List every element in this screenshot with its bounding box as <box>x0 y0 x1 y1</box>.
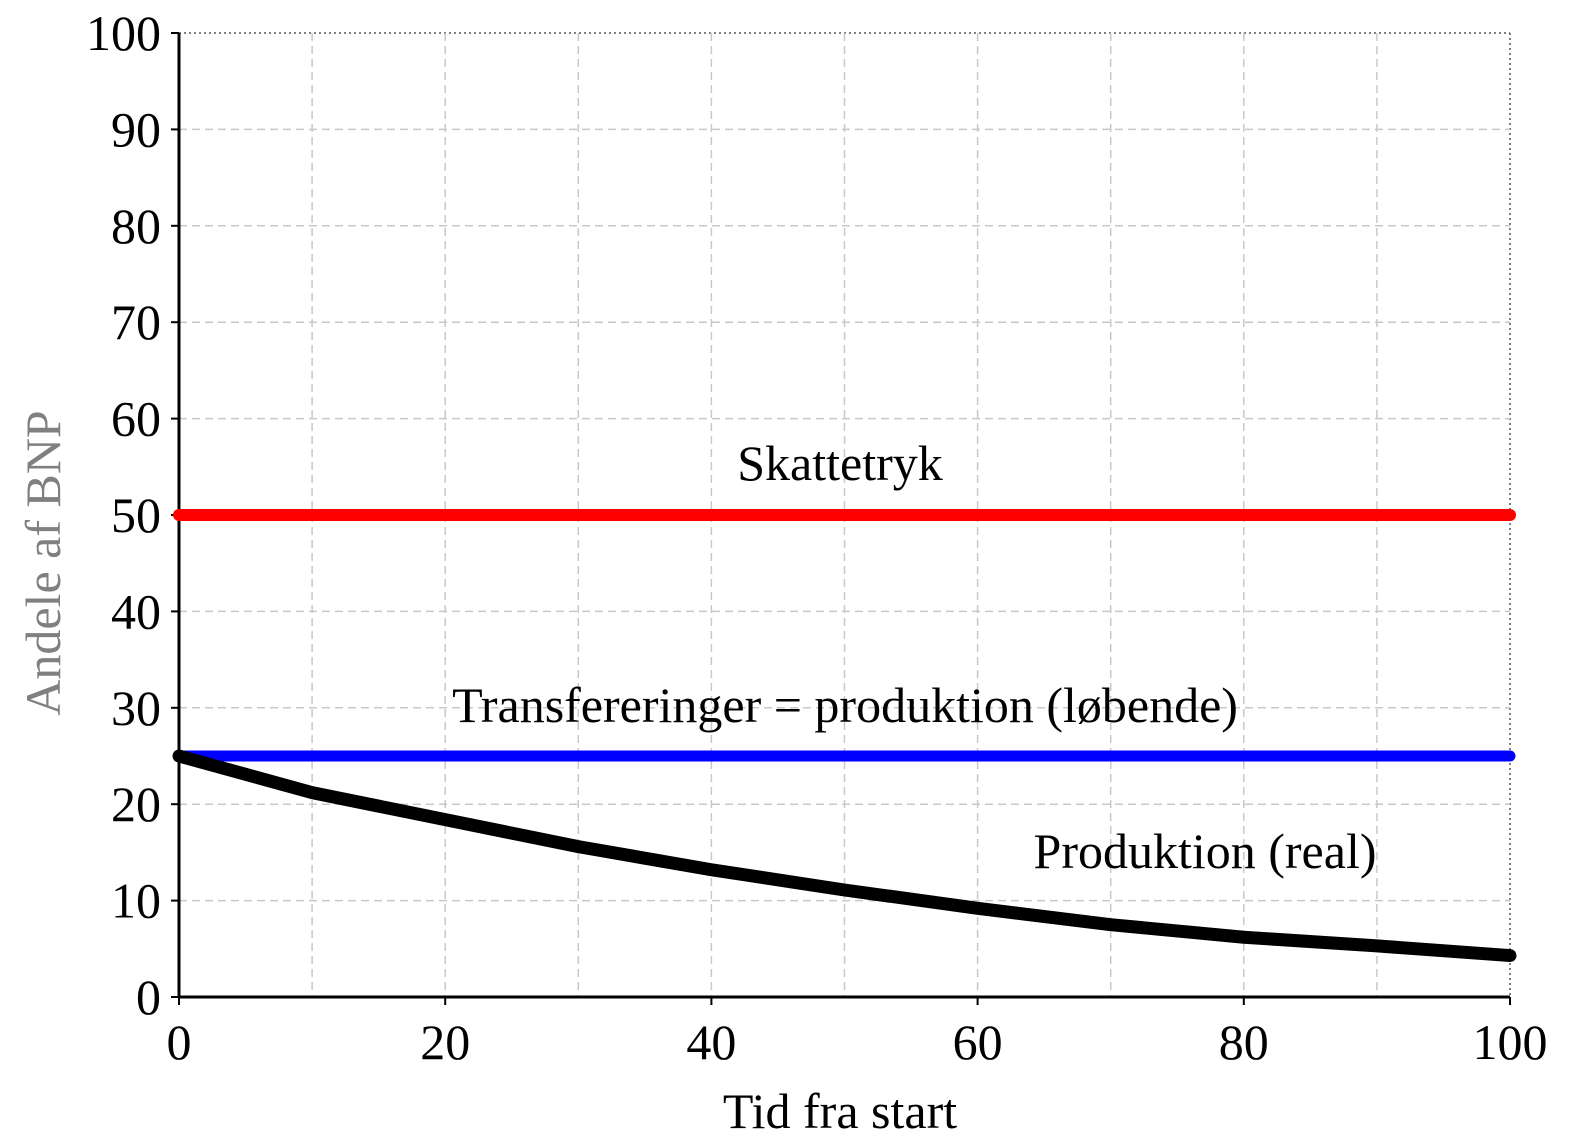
y-tick-label: 90 <box>111 101 161 157</box>
y-tick-label: 30 <box>111 680 161 736</box>
x-tick-label: 0 <box>167 1014 192 1070</box>
y-tick-label: 0 <box>136 969 161 1025</box>
series-line <box>172 749 1517 963</box>
x-tick-label: 100 <box>1473 1014 1548 1070</box>
y-tick-label: 50 <box>111 487 161 543</box>
x-axis-label: Tid fra start <box>723 1083 957 1139</box>
x-tick-label: 20 <box>420 1014 470 1070</box>
series-label: Transfereringer = produktion (løbende) <box>452 677 1238 733</box>
y-tick-label: 10 <box>111 873 161 929</box>
x-tick-label: 40 <box>686 1014 736 1070</box>
x-tick-label: 80 <box>1219 1014 1269 1070</box>
y-tick-label: 80 <box>111 198 161 254</box>
y-tick-label: 20 <box>111 776 161 832</box>
series-label: Produktion (real) <box>1034 823 1377 879</box>
y-tick-label: 70 <box>111 294 161 350</box>
x-tick-label: 60 <box>953 1014 1003 1070</box>
y-axis-label: Andele af BNP <box>15 410 71 716</box>
y-tick-label: 60 <box>111 391 161 447</box>
y-tick-label: 40 <box>111 583 161 639</box>
y-tick-label: 100 <box>86 5 161 61</box>
series-label: Skattetryk <box>737 435 943 491</box>
